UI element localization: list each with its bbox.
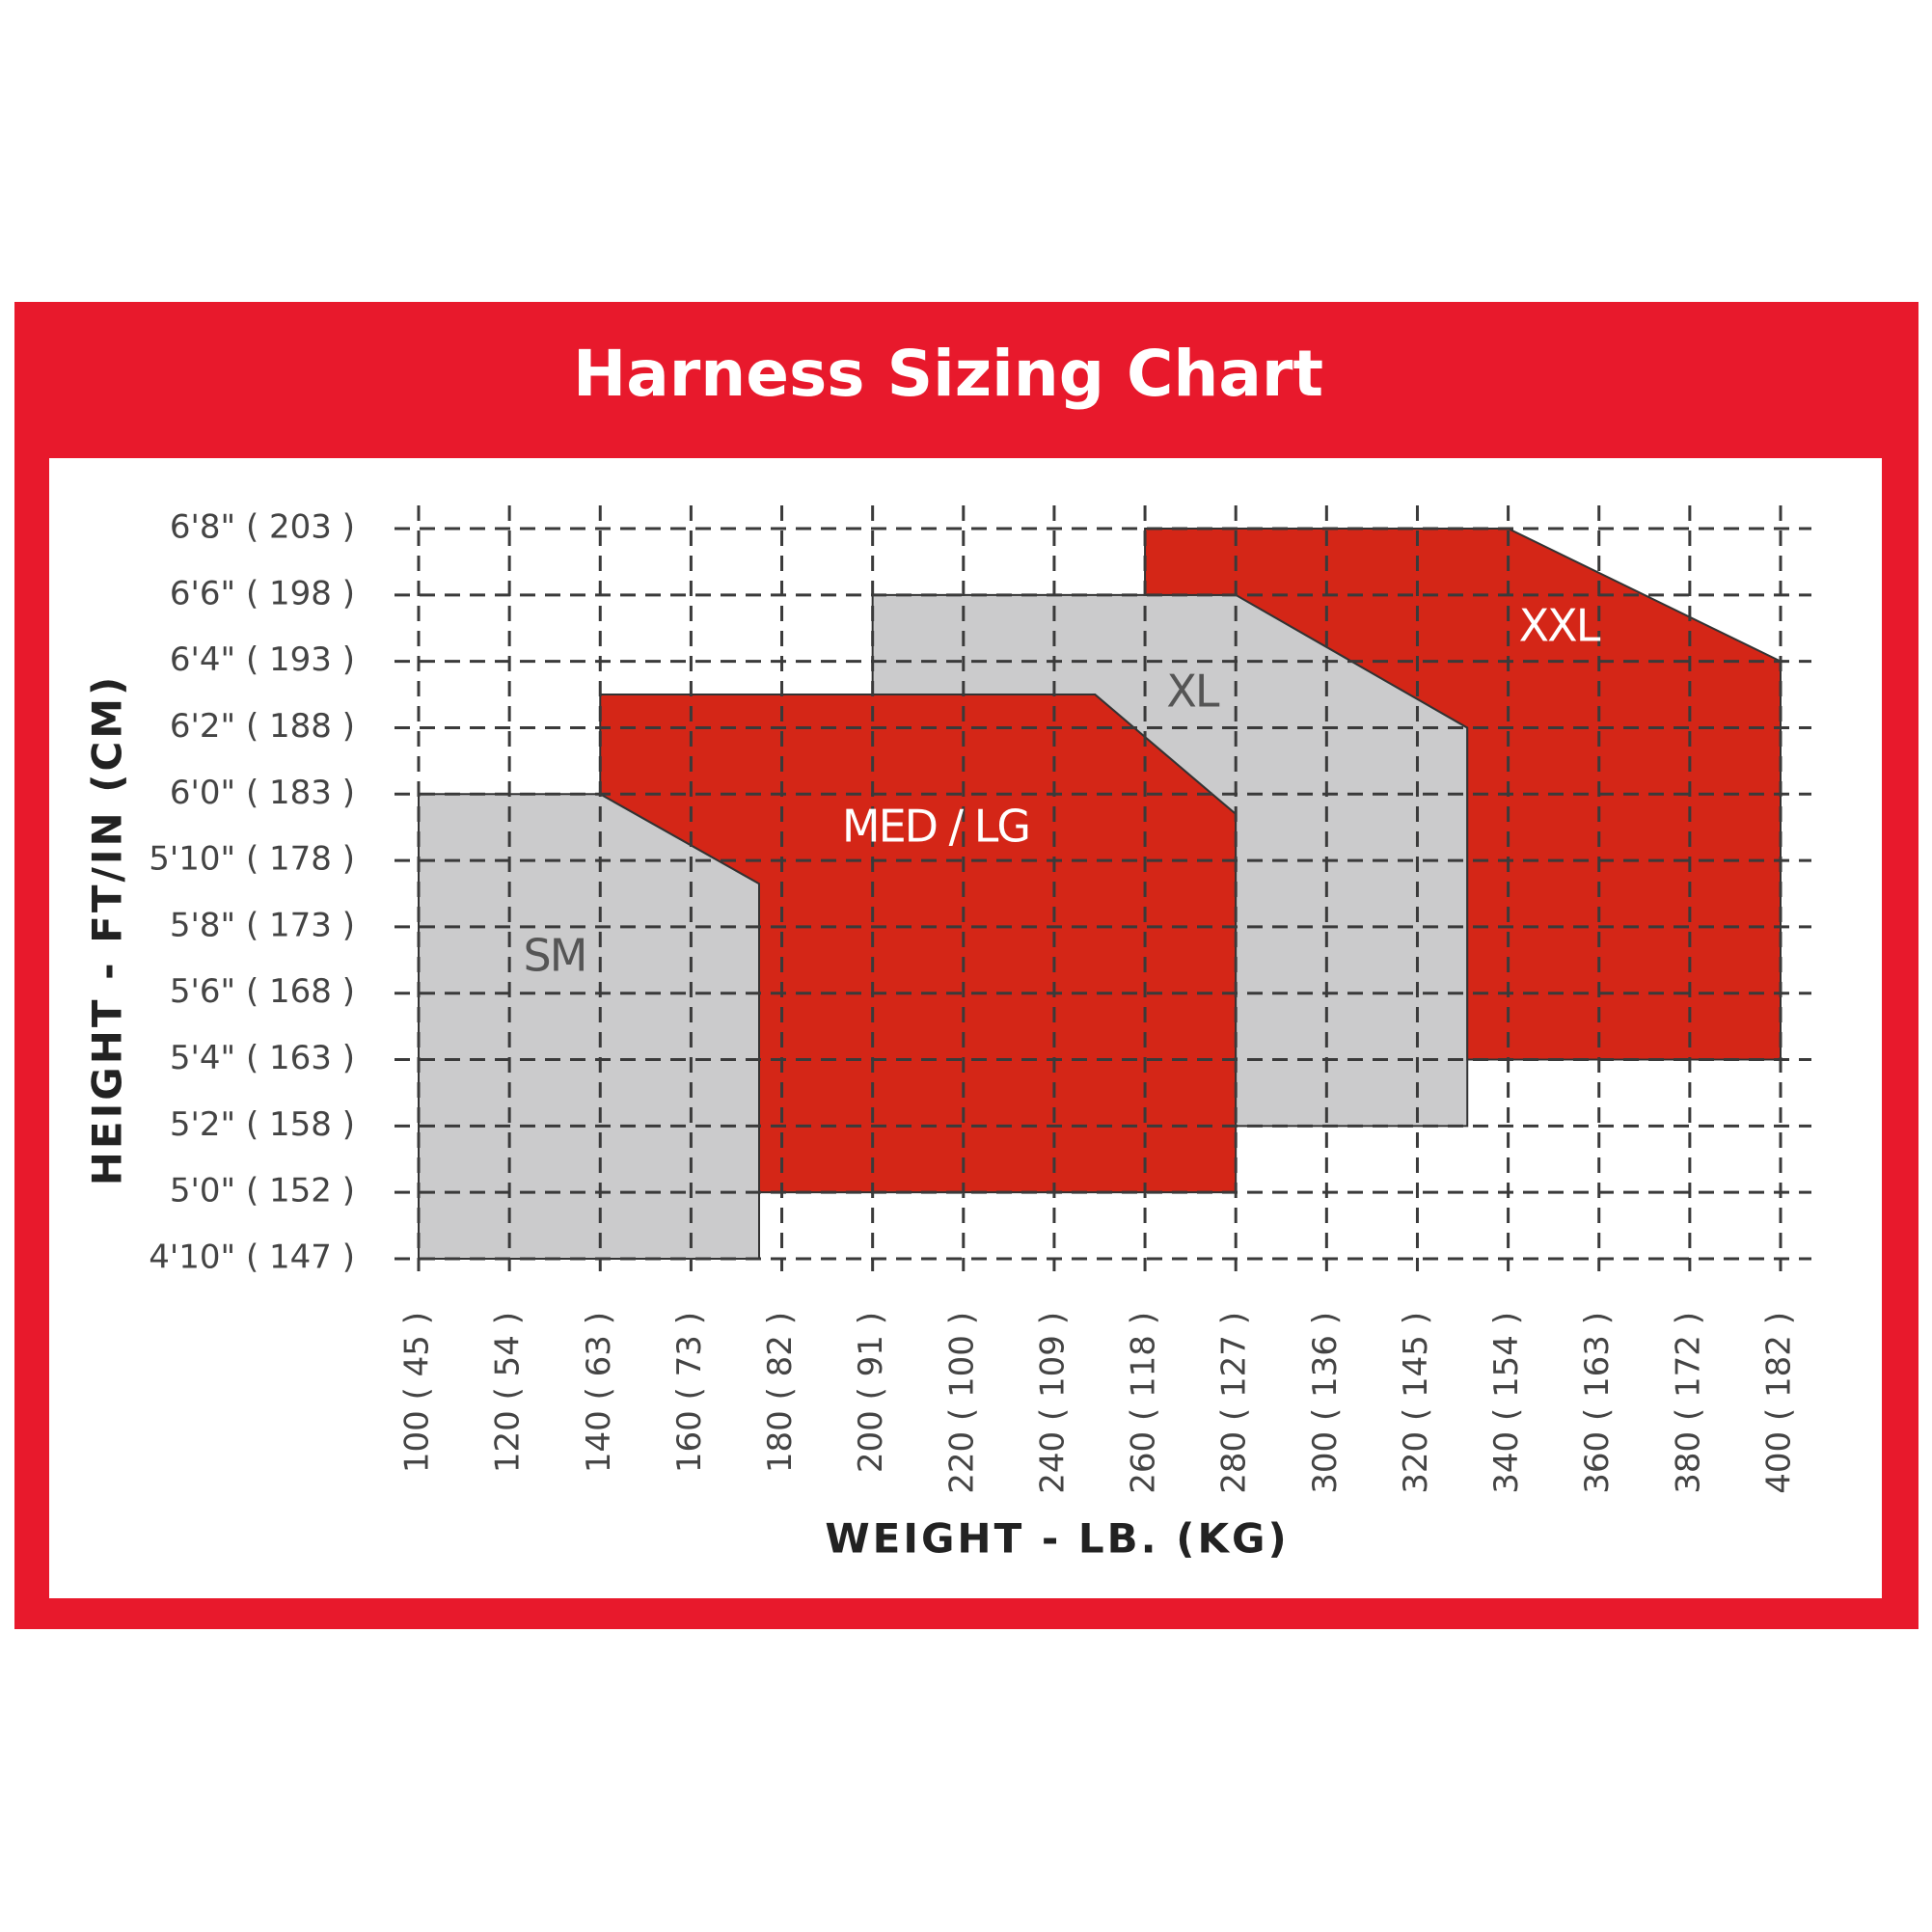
y-axis-title: HEIGHT - FT/IN (CM) [84,674,131,1186]
x-tick-label: 180 ( 82 ) [761,1312,800,1473]
size-label: XL [1166,666,1220,718]
y-tick-label: 4'10" ( 147 ) [149,1238,355,1277]
x-tick-label: 360 ( 163 ) [1578,1312,1617,1494]
y-tick-label: 6'2" ( 188 ) [170,707,355,746]
x-tick-label: 240 ( 109 ) [1033,1312,1072,1494]
y-tick-label: 5'6" ( 168 ) [170,972,355,1011]
x-tick-label: 280 ( 127 ) [1215,1312,1254,1494]
x-tick-label: 400 ( 182 ) [1760,1312,1799,1494]
y-tick-label: 5'2" ( 158 ) [170,1105,355,1144]
y-tick-label: 5'10" ( 178 ) [149,840,355,879]
y-tick-label: 6'8" ( 203 ) [170,508,355,547]
y-tick-label: 6'6" ( 198 ) [170,574,355,612]
size-label: MED / LG [842,801,1029,853]
x-tick-label: 100 ( 45 ) [398,1312,437,1473]
y-tick-label: 6'4" ( 193 ) [170,640,355,679]
x-tick-label: 320 ( 145 ) [1397,1312,1435,1494]
x-tick-label: 260 ( 118 ) [1125,1312,1163,1494]
x-tick-label: 160 ( 73 ) [670,1312,709,1473]
x-tick-label: 300 ( 136 ) [1306,1312,1345,1494]
y-tick-label: 5'0" ( 152 ) [170,1172,355,1211]
x-tick-label: 380 ( 172 ) [1669,1312,1707,1494]
y-tick-label: 6'0" ( 183 ) [170,774,355,812]
size-region [418,793,760,1260]
y-tick-label: 5'4" ( 163 ) [170,1039,355,1077]
size-label: SM [524,930,586,982]
x-tick-label: 140 ( 63 ) [580,1312,618,1473]
x-tick-label: 340 ( 154 ) [1487,1312,1526,1494]
x-tick-label: 200 ( 91 ) [852,1312,890,1473]
x-tick-label: 120 ( 54 ) [489,1312,528,1473]
y-tick-label: 5'8" ( 173 ) [170,906,355,944]
size-label: XXL [1519,600,1601,652]
chart-title: Harness Sizing Chart [573,337,1323,411]
x-tick-label: 220 ( 100 ) [942,1312,981,1494]
x-axis-title: WEIGHT - LB. (KG) [825,1515,1289,1563]
